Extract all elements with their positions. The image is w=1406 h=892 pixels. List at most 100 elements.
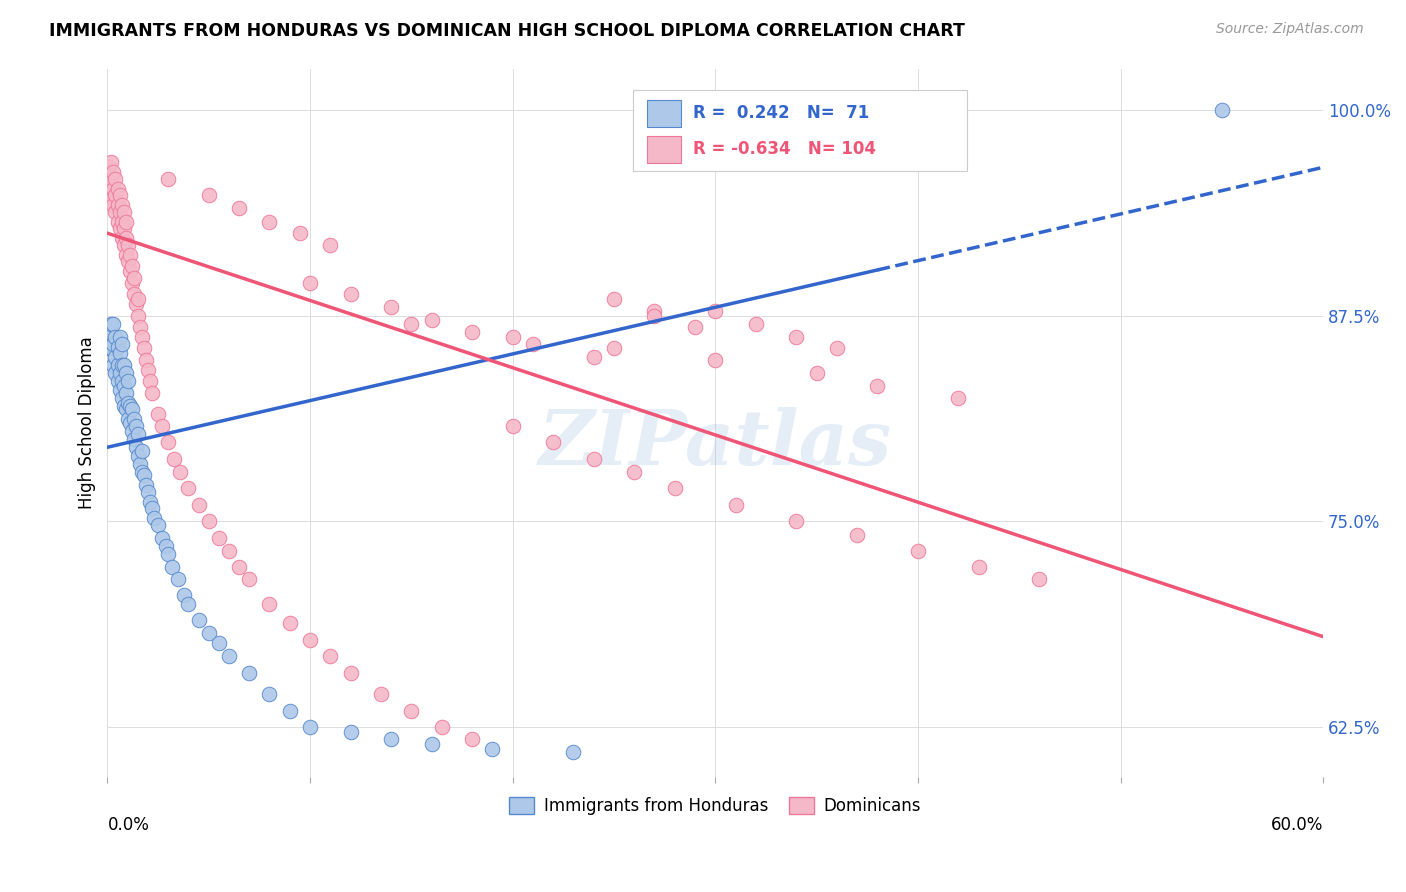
- Point: [141, 501, 163, 516]
- Text: 60.0%: 60.0%: [1271, 815, 1323, 833]
- Point: [157, 172, 180, 186]
- Point: [100, 172, 122, 186]
- Point: [785, 515, 807, 529]
- Point: [114, 386, 136, 401]
- Text: Source: ZipAtlas.com: Source: ZipAtlas.com: [1216, 22, 1364, 37]
- Point: [127, 427, 149, 442]
- Point: [704, 303, 727, 318]
- Point: [112, 237, 135, 252]
- Point: [948, 391, 970, 405]
- Point: [278, 616, 301, 631]
- Point: [100, 194, 122, 208]
- Point: [98, 177, 121, 191]
- Point: [121, 259, 143, 273]
- FancyBboxPatch shape: [633, 90, 967, 171]
- Point: [259, 215, 281, 229]
- Point: [339, 287, 361, 301]
- Point: [846, 527, 869, 541]
- Legend: Immigrants from Honduras, Dominicans: Immigrants from Honduras, Dominicans: [503, 790, 928, 822]
- Point: [112, 399, 135, 413]
- Point: [745, 317, 768, 331]
- Point: [117, 375, 139, 389]
- Point: [401, 317, 423, 331]
- Point: [107, 198, 129, 212]
- Point: [110, 391, 132, 405]
- Point: [603, 342, 626, 356]
- Point: [121, 402, 143, 417]
- Point: [907, 544, 929, 558]
- Point: [107, 375, 129, 389]
- Point: [238, 572, 260, 586]
- Point: [127, 309, 149, 323]
- Point: [128, 457, 150, 471]
- Point: [278, 704, 301, 718]
- Point: [603, 292, 626, 306]
- Point: [420, 737, 443, 751]
- Point: [683, 320, 706, 334]
- Point: [218, 649, 240, 664]
- Point: [146, 517, 169, 532]
- Text: ZIPatlas: ZIPatlas: [538, 407, 891, 481]
- Point: [562, 745, 585, 759]
- FancyBboxPatch shape: [647, 136, 682, 162]
- Point: [121, 424, 143, 438]
- Point: [141, 386, 163, 401]
- Point: [114, 215, 136, 229]
- Point: [108, 383, 131, 397]
- Point: [128, 320, 150, 334]
- Point: [117, 254, 139, 268]
- Point: [104, 204, 127, 219]
- Point: [401, 704, 423, 718]
- Point: [298, 720, 321, 734]
- Point: [110, 215, 132, 229]
- Point: [112, 379, 135, 393]
- Point: [177, 482, 200, 496]
- Point: [319, 649, 342, 664]
- Point: [155, 539, 177, 553]
- Point: [132, 342, 155, 356]
- Point: [107, 182, 129, 196]
- Point: [112, 204, 135, 219]
- Point: [259, 597, 281, 611]
- Point: [131, 465, 153, 479]
- Point: [541, 435, 564, 450]
- Point: [117, 396, 139, 410]
- Point: [139, 375, 162, 389]
- FancyBboxPatch shape: [647, 100, 682, 127]
- Text: R =  0.242   N=  71: R = 0.242 N= 71: [693, 104, 870, 122]
- Point: [208, 636, 231, 650]
- Point: [103, 182, 125, 196]
- Point: [112, 358, 135, 372]
- Point: [582, 350, 605, 364]
- Point: [100, 342, 122, 356]
- Point: [1211, 103, 1233, 117]
- Point: [122, 432, 145, 446]
- Point: [117, 237, 139, 252]
- Point: [228, 560, 250, 574]
- Point: [135, 478, 157, 492]
- Point: [157, 547, 180, 561]
- Point: [785, 330, 807, 344]
- Point: [100, 317, 122, 331]
- Point: [461, 731, 484, 746]
- Point: [125, 418, 148, 433]
- Point: [98, 325, 121, 339]
- Point: [298, 632, 321, 647]
- Point: [108, 346, 131, 360]
- Point: [238, 665, 260, 680]
- Point: [420, 313, 443, 327]
- Point: [122, 287, 145, 301]
- Point: [228, 202, 250, 216]
- Point: [108, 204, 131, 219]
- Point: [110, 336, 132, 351]
- Point: [104, 188, 127, 202]
- Point: [127, 292, 149, 306]
- Point: [114, 247, 136, 261]
- Point: [502, 418, 524, 433]
- Point: [135, 353, 157, 368]
- Point: [107, 340, 129, 354]
- Point: [380, 731, 402, 746]
- Point: [582, 451, 605, 466]
- Point: [339, 725, 361, 739]
- Point: [150, 531, 173, 545]
